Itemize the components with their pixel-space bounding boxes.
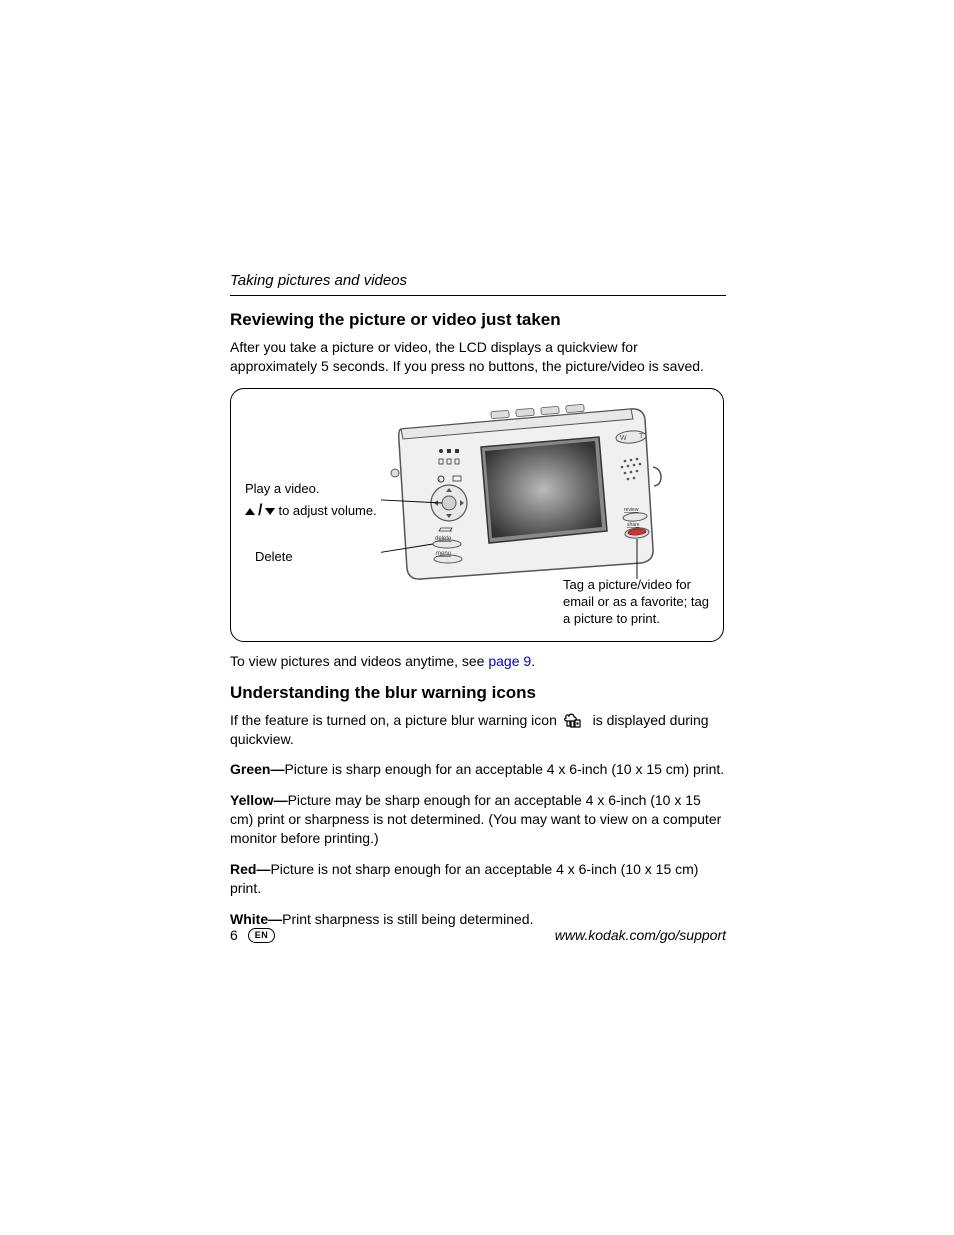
slash-icon: / bbox=[258, 501, 262, 522]
adjust-volume-text: to adjust volume. bbox=[278, 503, 376, 520]
blur-item-3: White—Print sharpness is still being det… bbox=[230, 910, 726, 929]
footer-left: 6 EN bbox=[230, 927, 275, 943]
blur-text-3: Print sharpness is still being determine… bbox=[282, 911, 533, 927]
callout-delete: Delete bbox=[255, 549, 293, 566]
heading-blur: Understanding the blur warning icons bbox=[230, 683, 726, 703]
blur-text-2: Picture is not sharp enough for an accep… bbox=[230, 861, 698, 896]
intro-blur-pre: If the feature is turned on, a picture b… bbox=[230, 712, 561, 728]
page-number: 6 bbox=[230, 927, 238, 943]
svg-text:share: share bbox=[627, 522, 640, 528]
intro-blur: If the feature is turned on, a picture b… bbox=[230, 711, 726, 749]
svg-text:i: i bbox=[439, 477, 440, 482]
after-figure-post: . bbox=[531, 653, 535, 669]
blur-label-3: White— bbox=[230, 911, 282, 927]
svg-text:W: W bbox=[620, 435, 627, 442]
blur-text-1: Picture may be sharp enough for an accep… bbox=[230, 792, 721, 846]
blur-item-1: Yellow—Picture may be sharp enough for a… bbox=[230, 791, 726, 848]
footer-url[interactable]: www.kodak.com/go/support bbox=[555, 927, 726, 943]
camera-figure: i delete menu W T review share bbox=[230, 388, 724, 642]
triangle-up-icon bbox=[245, 508, 255, 515]
page-content: Taking pictures and videos Reviewing the… bbox=[230, 272, 726, 941]
blur-label-2: Red— bbox=[230, 861, 270, 877]
section-label: Taking pictures and videos bbox=[230, 272, 726, 296]
after-figure-text: To view pictures and videos anytime, see… bbox=[230, 652, 726, 671]
blur-item-2: Red—Picture is not sharp enough for an a… bbox=[230, 860, 726, 898]
svg-text:review: review bbox=[624, 507, 639, 513]
blur-label-1: Yellow— bbox=[230, 792, 288, 808]
language-badge: EN bbox=[248, 928, 276, 943]
svg-text:menu: menu bbox=[436, 551, 451, 557]
blur-label-0: Green— bbox=[230, 761, 284, 777]
after-figure-pre: To view pictures and videos anytime, see bbox=[230, 653, 488, 669]
blur-item-0: Green—Picture is sharp enough for an acc… bbox=[230, 760, 726, 779]
callout-play-video: Play a video. bbox=[245, 481, 319, 498]
svg-text:T: T bbox=[639, 433, 644, 440]
page-9-link[interactable]: page 9 bbox=[488, 653, 531, 669]
svg-text:delete: delete bbox=[435, 536, 452, 542]
callout-tag: Tag a picture/video for email or as a fa… bbox=[563, 577, 718, 628]
callout-adjust-volume: / to adjust volume. bbox=[245, 501, 377, 522]
camera-illustration: i delete menu W T review share bbox=[381, 399, 681, 589]
blur-text-0: Picture is sharp enough for an acceptabl… bbox=[284, 761, 724, 777]
blur-warning-icon bbox=[563, 713, 587, 729]
triangle-down-icon bbox=[265, 508, 275, 515]
intro-review: After you take a picture or video, the L… bbox=[230, 338, 726, 376]
heading-review: Reviewing the picture or video just take… bbox=[230, 310, 726, 330]
page-footer: 6 EN www.kodak.com/go/support bbox=[230, 927, 726, 943]
